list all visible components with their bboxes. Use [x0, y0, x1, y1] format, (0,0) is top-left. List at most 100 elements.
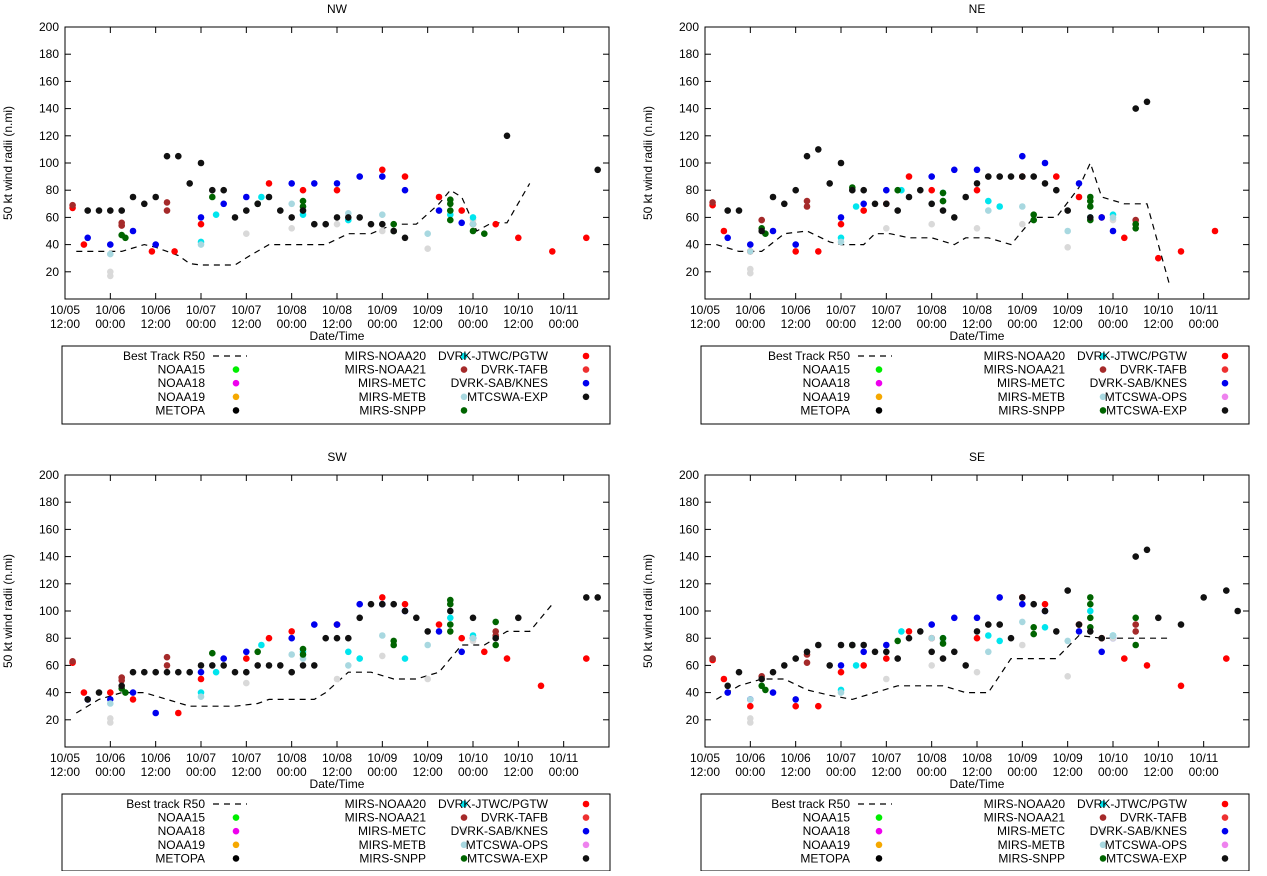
- point-mtcswa-exp: [152, 668, 159, 676]
- legend-marker: [582, 827, 590, 835]
- x-tick-label: 10/07: [826, 303, 856, 317]
- legend-label: DVRK-SAB/KNES: [1090, 376, 1187, 390]
- point-mirs-metb: [197, 693, 205, 700]
- point-mtcswa-exp: [905, 193, 913, 201]
- point-mtcswa-exp: [277, 207, 284, 214]
- legend-label: MTCSWA-EXP: [1106, 403, 1187, 417]
- point-dvrk-jtwc-pgtw: [1053, 173, 1060, 180]
- point-mtcswa-exp: [84, 696, 91, 703]
- legend-marker: [1221, 352, 1229, 360]
- point-mtcswa-exp: [769, 668, 777, 676]
- point-dvrk-sab-knes: [84, 234, 91, 242]
- point-mtcswa-exp: [1155, 614, 1162, 622]
- point-dvrk-sab-knes: [152, 709, 159, 717]
- point-dvrk-sab-knes: [837, 662, 845, 669]
- y-tick-label: 80: [46, 631, 60, 645]
- point-mtcswa-exp: [209, 186, 216, 194]
- point-dvrk-jtwc-pgtw: [1143, 662, 1151, 669]
- point-mirs-noaa20: [469, 214, 477, 221]
- legend-label: NOAA18: [158, 824, 206, 838]
- point-mirs-snpp: [762, 686, 769, 694]
- chart-panel-ne: NE2040608010012014016018020010/0512:0010…: [641, 2, 1250, 425]
- legend-label: MIRS-METB: [998, 390, 1065, 404]
- x-tick-label: 00:00: [549, 317, 579, 331]
- point-mtcswa-exp: [311, 220, 318, 228]
- legend-marker: [582, 352, 590, 360]
- point-mtcswa-exp: [345, 634, 352, 642]
- x-tick-label: 10/10: [1098, 751, 1128, 765]
- legend-label: MIRS-METC: [997, 376, 1065, 390]
- point-mirs-metb: [985, 207, 992, 214]
- point-mtcswa-exp: [515, 614, 522, 622]
- point-mtcswa-exp: [871, 200, 879, 208]
- x-tick-label: 10/06: [141, 303, 171, 317]
- point-dvrk-jtwc-pgtw: [1121, 234, 1128, 242]
- point-mirs-snpp: [1087, 197, 1094, 205]
- point-mtcswa-exp: [175, 668, 182, 676]
- point-dvrk-sab-knes: [333, 180, 341, 187]
- point-dvrk-sab-knes: [860, 200, 867, 208]
- point-dvrk-sab-knes: [860, 648, 867, 656]
- chart-title: SE: [969, 450, 985, 464]
- point-mtcswa-exp: [95, 207, 103, 214]
- point-mirs-snpp: [447, 200, 454, 208]
- point-mtcswa-exp: [883, 200, 890, 208]
- point-mtcswa-exp: [951, 648, 958, 656]
- point-dvrk-jtwc-pgtw: [792, 248, 799, 255]
- point-mirs-noaa20: [852, 662, 860, 669]
- point-dvrk-jtwc-pgtw: [379, 166, 386, 174]
- point-dvrk-jtwc-pgtw: [401, 173, 409, 180]
- point-mirs-noaa21: [758, 216, 765, 224]
- point-dvrk-jtwc-pgtw: [197, 675, 205, 683]
- point-mtcswa-exp: [288, 214, 296, 221]
- legend-label: Best track R50: [126, 797, 205, 811]
- legend-marker: [232, 393, 240, 401]
- point-mtcswa-exp: [1064, 207, 1071, 214]
- y-tick-label: 100: [39, 604, 59, 618]
- x-tick-label: 12:00: [231, 765, 261, 779]
- point-dvrk-jtwc-pgtw: [129, 696, 137, 703]
- point-dvrk-jtwc-pgtw: [265, 180, 273, 187]
- y-tick-label: 60: [686, 210, 700, 224]
- point-mirs-noaa21: [1132, 628, 1139, 635]
- point-mtcswa-exp: [118, 682, 125, 690]
- legend-label: DVRK-TAFB: [1120, 363, 1187, 377]
- legend-label: Best Track R50: [123, 349, 205, 363]
- point-mtcswa-exp: [186, 668, 193, 676]
- y-tick-label: 40: [686, 238, 700, 252]
- point-mtcswa-exp: [792, 186, 799, 194]
- point-mirs-snpp: [299, 651, 307, 658]
- legend-marker: [1221, 814, 1229, 821]
- point-mtcswa-exp: [163, 668, 171, 676]
- legend-label: NOAA15: [803, 811, 851, 825]
- point-mtcswa-exp: [781, 200, 788, 208]
- point-mtcswa-exp: [1143, 546, 1151, 554]
- legend-marker: [582, 841, 590, 849]
- point-dvrk-sab-knes: [951, 614, 958, 622]
- point-mtcswa-exp: [243, 668, 250, 676]
- point-dvrk-jtwc-pgtw: [1223, 655, 1230, 662]
- y-axis-label: 50 kt wind radii (n.mi): [641, 106, 655, 220]
- point-mtcswa-exp: [1007, 173, 1015, 180]
- point-dvrk-jtwc-pgtw: [1075, 193, 1083, 201]
- x-tick-label: 10/08: [277, 751, 307, 765]
- point-mirs-metc: [379, 227, 386, 235]
- point-mtcswa-exp: [735, 668, 743, 676]
- point-dvrk-jtwc-pgtw: [148, 248, 156, 255]
- x-tick-label: 12:00: [50, 765, 80, 779]
- point-dvrk-sab-knes: [152, 241, 159, 248]
- point-mtcswa-exp: [390, 227, 398, 235]
- point-mtcswa-exp: [1053, 628, 1060, 635]
- point-mirs-metb: [1064, 227, 1071, 235]
- point-dvrk-sab-knes: [458, 219, 466, 227]
- x-tick-label: 10/09: [367, 751, 397, 765]
- legend-marker: [1099, 827, 1107, 835]
- point-dvrk-jtwc-pgtw: [107, 689, 114, 696]
- point-mtcswa-exp: [95, 689, 103, 696]
- point-mirs-metb: [469, 634, 477, 642]
- point-dvrk-sab-knes: [996, 594, 1003, 601]
- y-tick-label: 180: [39, 495, 59, 509]
- point-mtcswa-exp: [379, 600, 386, 608]
- legend-label: NOAA19: [158, 390, 206, 404]
- point-mtcswa-exp: [849, 641, 856, 649]
